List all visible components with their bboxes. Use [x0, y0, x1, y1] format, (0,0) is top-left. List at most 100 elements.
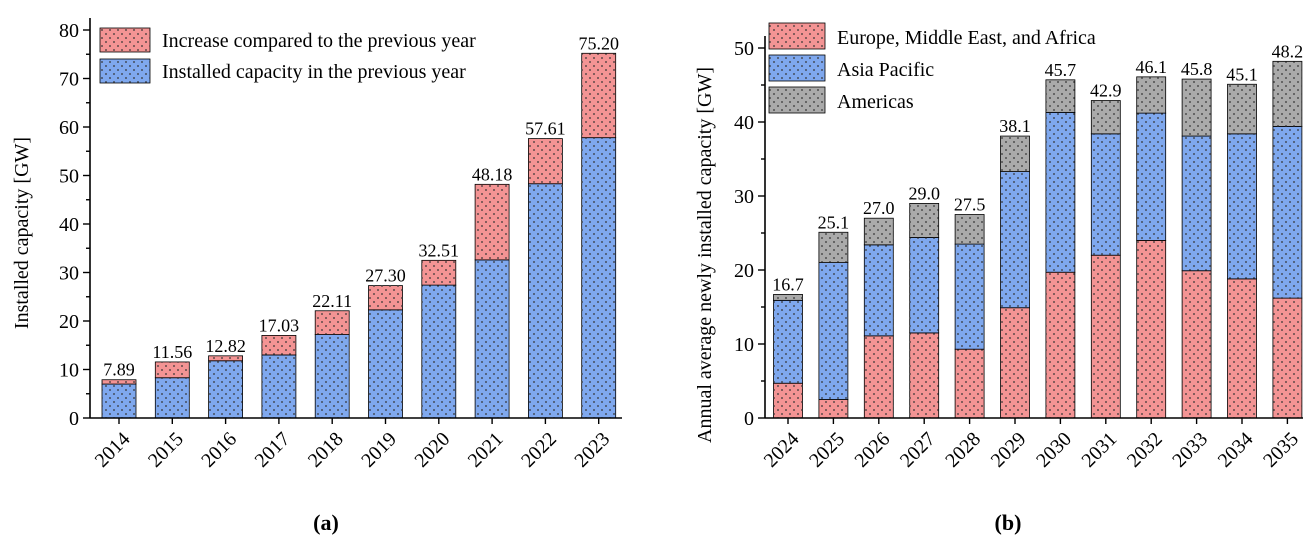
chart-b-bar-2034-series-0 — [1227, 278, 1257, 419]
chart-a-bar-2022-series-0 — [528, 183, 563, 419]
chart-a-x-tick-label-2022: 2022 — [517, 428, 561, 472]
chart-b-bar-2032-series-1 — [1136, 112, 1167, 241]
chart-b-bar-2028-series-2 — [954, 214, 985, 245]
chart-b: 16.7 25.1 27.0 29.0 27.5 38.1 45.7 42.9 46.1 45.8… — [694, 22, 1304, 535]
chart-a-legend-label-1: Installed capacity in the previous year — [162, 61, 466, 83]
chart-b-y-tick-label-10: 10 — [734, 334, 754, 356]
chart-a-bar-2023-series-1 — [581, 52, 617, 139]
chart-b-legend-label-2: Americas — [837, 91, 914, 113]
chart-b-bar-2035-series-2 — [1272, 60, 1303, 127]
chart-a-bar-2021-series-0 — [474, 259, 510, 419]
chart-b-bar-2030-series-2 — [1045, 79, 1076, 113]
chart-b-data-label-2030: 45.7 — [1045, 60, 1077, 80]
chart-b-y-tick-label-20: 20 — [734, 260, 754, 282]
chart-a-y-tick-label-70: 70 — [59, 69, 79, 91]
chart-a-bar-2019-series-1 — [368, 285, 403, 311]
chart-a-y-tick-label-30: 30 — [59, 263, 79, 285]
chart-b-legend-label-0: Europe, Middle East, and Africa — [837, 27, 1096, 49]
chart-b-bar-2024-series-2 — [773, 294, 803, 301]
chart-b-data-label-2033: 45.8 — [1181, 59, 1213, 79]
chart-a-x-tick-label-2021: 2021 — [464, 428, 508, 472]
chart-b-y-tick-label-30: 30 — [734, 186, 754, 208]
chart-a-bar-2016-series-0 — [208, 360, 244, 419]
chart-b-data-label-2034: 45.1 — [1226, 64, 1258, 84]
chart-a-bars: 7.89 11.56 12.82 17.03 22.11 27.30 32.51 48.18 5… — [101, 33, 619, 419]
chart-b-bar-2027-series-0 — [909, 332, 940, 419]
chart-a-bar-2017-series-1 — [261, 335, 297, 356]
chart-a-legend-label-0: Increase compared to the previous year — [162, 30, 476, 52]
chart-a-bar-2014-series-1 — [101, 379, 137, 385]
chart-a-panel-label: (a) — [313, 510, 339, 535]
chart-b-x-tick-label-2034: 2034 — [1214, 428, 1258, 472]
chart-b-bar-2035-series-0 — [1272, 297, 1303, 419]
chart-b-bar-2025-series-1 — [818, 262, 849, 400]
chart-b-bar-2033-series-0 — [1181, 270, 1212, 419]
chart-a-bar-2017-series-0 — [261, 354, 297, 419]
chart-b-x-tick-label-2028: 2028 — [941, 428, 985, 472]
chart-a-legend: Increase compared to the previous year In… — [99, 27, 476, 84]
chart-b-bar-2031-series-0 — [1090, 254, 1121, 419]
chart-b-data-label-2029: 38.1 — [999, 116, 1031, 136]
chart-b-bar-2031-series-1 — [1090, 133, 1121, 256]
chart-a-y-tick-label-20: 20 — [59, 311, 79, 333]
chart-a-y-tick-label-60: 60 — [59, 117, 79, 139]
chart-b-bar-2029-series-0 — [1000, 307, 1030, 419]
chart-a-x-tick-label-2015: 2015 — [144, 428, 188, 472]
chart-b-x-tick-label-2027: 2027 — [896, 428, 940, 472]
chart-a-x-tick-label-2014: 2014 — [91, 428, 135, 472]
chart-a-data-label-2016: 12.82 — [205, 336, 246, 356]
chart-b-x-tick-label-2032: 2032 — [1123, 428, 1167, 472]
chart-b-x-tick-label-2029: 2029 — [987, 428, 1031, 472]
chart-b-bar-2027-series-2 — [909, 202, 940, 238]
chart-b-legend-label-1: Asia Pacific — [837, 59, 934, 81]
chart-b-bar-2027-series-1 — [909, 237, 940, 334]
chart-b-data-label-2032: 46.1 — [1135, 57, 1167, 77]
chart-b-data-label-2025: 25.1 — [818, 212, 850, 232]
chart-b-data-label-2027: 29.0 — [908, 183, 940, 203]
chart-b-bar-2032-series-0 — [1136, 239, 1167, 419]
chart-a-data-label-2018: 22.11 — [312, 291, 352, 311]
chart-b-bar-2025-series-0 — [818, 399, 849, 419]
chart-b-bar-2026-series-1 — [863, 244, 894, 337]
chart-b-data-label-2024: 16.7 — [772, 274, 804, 294]
chart-b-y-tick-label-50: 50 — [734, 38, 754, 60]
chart-a-y-tick-label-80: 80 — [59, 20, 79, 42]
chart-a-data-label-2023: 75.20 — [578, 33, 619, 53]
chart-a-bar-2015-series-1 — [154, 361, 190, 379]
chart-b-bar-2034-series-1 — [1227, 133, 1257, 280]
chart-a-bar-2018-series-1 — [314, 310, 350, 335]
chart-b-data-label-2035: 48.2 — [1272, 41, 1304, 61]
chart-b-bar-2028-series-0 — [954, 348, 985, 419]
chart-b-legend-swatch-pattern-2 — [769, 87, 825, 113]
chart-b-legend: Europe, Middle East, and Africa Asia Paci… — [768, 22, 1096, 114]
chart-b-bar-2024-series-0 — [773, 382, 803, 419]
chart-b-bar-2032-series-2 — [1136, 76, 1167, 114]
chart-a-data-label-2020: 32.51 — [419, 240, 460, 260]
chart-a-y-tick-label-50: 50 — [59, 166, 79, 188]
chart-b-bar-2029-series-2 — [1000, 135, 1030, 172]
chart-a-y-tick-label-10: 10 — [59, 360, 79, 382]
chart-b-bar-2033-series-1 — [1181, 135, 1212, 272]
chart-a-data-label-2015: 11.56 — [152, 342, 192, 362]
chart-a-x-tick-label-2018: 2018 — [304, 428, 348, 472]
chart-b-x-tick-label-2030: 2030 — [1032, 428, 1076, 472]
chart-a-bar-2020-series-0 — [421, 284, 457, 419]
chart-a-bar-2020-series-1 — [421, 259, 457, 286]
chart-a-x-tick-label-2019: 2019 — [357, 428, 401, 472]
chart-a-y-tick-label-40: 40 — [59, 214, 79, 236]
chart-b-x-tick-label-2035: 2035 — [1259, 428, 1303, 472]
chart-a-x-tick-label-2020: 2020 — [410, 428, 454, 472]
chart-a-data-label-2014: 7.89 — [103, 360, 135, 380]
chart-b-legend-swatch-pattern-1 — [769, 55, 825, 81]
chart-b-legend-swatch-pattern-0 — [769, 23, 825, 49]
chart-a-y-tick-label-0: 0 — [69, 408, 79, 430]
chart-b-x-tick-label-2025: 2025 — [805, 428, 849, 472]
chart-a-bar-2015-series-0 — [154, 377, 190, 419]
chart-a-data-label-2022: 57.61 — [525, 119, 566, 139]
chart-b-bar-2026-series-0 — [863, 335, 894, 419]
chart-b-bar-2029-series-1 — [1000, 171, 1030, 309]
chart-b-bar-2035-series-1 — [1272, 126, 1303, 299]
chart-a-legend-swatch-pattern-0 — [100, 28, 150, 52]
chart-b-y-axis-title: Annual average newly installed capacity … — [694, 67, 716, 443]
